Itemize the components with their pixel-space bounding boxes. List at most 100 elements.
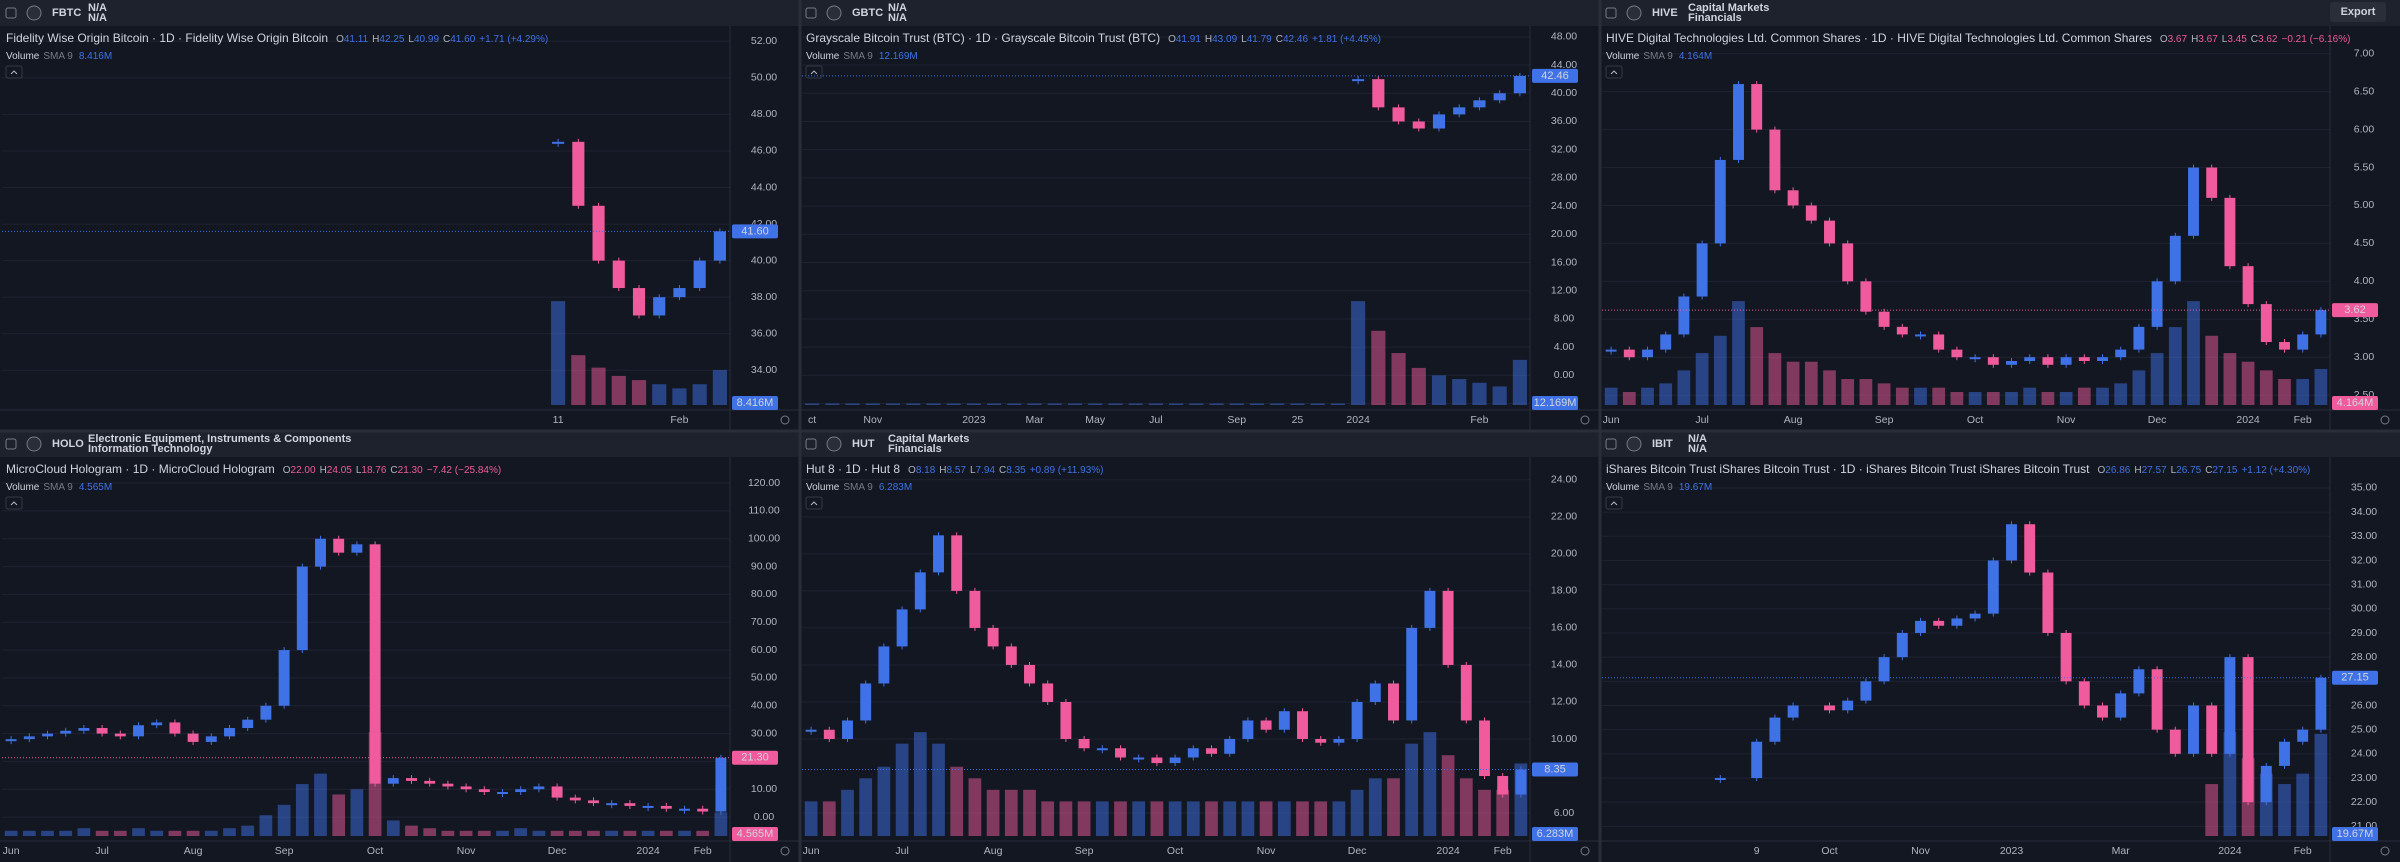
x-tick-label: ct [808, 414, 816, 426]
panel: GBTC N/AN/A 48.00 44.00 40.00 36.00 32.00 28.00… [800, 0, 1600, 431]
y-tick-label: 6.00 [1554, 807, 1575, 819]
candle [860, 683, 872, 721]
volume-bar [1387, 778, 1400, 836]
symbol[interactable]: HIVE [1652, 7, 1678, 19]
ohlc-value: 43.09 [1212, 34, 1237, 45]
candle [1024, 664, 1035, 684]
y-tick-label: 10.00 [751, 783, 777, 795]
volume-bar [712, 370, 727, 405]
volume-bar [2096, 387, 2109, 405]
x-tick-label: Feb [1494, 845, 1512, 857]
candle [1824, 220, 1835, 244]
x-tick-label: Jul [895, 845, 908, 857]
symbol[interactable]: FBTC [52, 7, 81, 19]
y-tick-label: 48.00 [751, 108, 777, 120]
volume-bar [2296, 379, 2310, 405]
candle [1473, 100, 1486, 108]
y-tick-label: 34.00 [751, 364, 777, 376]
candle [133, 725, 144, 737]
collapse-button[interactable] [1605, 65, 1623, 79]
export-button[interactable] [2330, 2, 2386, 22]
candle [1842, 700, 1854, 711]
symbol[interactable]: IBIT [1652, 438, 1673, 450]
volume-value: 6.283M [879, 482, 912, 493]
candle [1660, 334, 1672, 350]
y-tick-label: 110.00 [748, 505, 779, 517]
checkbox[interactable] [5, 438, 17, 450]
collapse-button[interactable] [5, 496, 23, 510]
y-tick-label: 30.00 [2351, 603, 2377, 615]
symbol[interactable]: HOLO [52, 438, 84, 450]
symbol[interactable]: GBTC [852, 7, 883, 19]
checkbox[interactable] [805, 438, 817, 450]
x-tick-label: 2024 [1346, 414, 1370, 426]
volume-bar [113, 830, 127, 836]
volume-bar [405, 825, 418, 836]
volume-bar [1148, 403, 1163, 405]
volume-bar [1768, 353, 1782, 405]
settings-icon[interactable] [2380, 846, 2390, 856]
checkbox[interactable] [805, 7, 817, 19]
volume-bar [2314, 733, 2328, 836]
checkbox[interactable] [1605, 438, 1617, 450]
settings-icon[interactable] [1580, 846, 1590, 856]
candle [406, 778, 417, 781]
volume-bar [1041, 801, 1055, 836]
collapse-button[interactable] [805, 496, 823, 510]
volume-bar [841, 789, 854, 836]
ohlc-key: C [2205, 465, 2212, 476]
candle [1169, 757, 1181, 764]
volume-bar [1441, 755, 1455, 836]
volume-bar [950, 766, 964, 836]
volume-bar [550, 830, 564, 836]
legend-volume-row: Volume SMA 9 4.565M [6, 482, 112, 493]
volume-bar [168, 830, 182, 836]
volume-bar [1223, 801, 1237, 836]
settings-icon[interactable] [780, 846, 790, 856]
x-tick-label: Dec [548, 845, 567, 857]
x-tick-label: Oct [1167, 845, 1183, 857]
settings-icon[interactable] [1580, 415, 1590, 425]
volume-bar [1067, 403, 1083, 405]
candle [933, 535, 944, 573]
last-price-label: 3.62 [2344, 304, 2365, 316]
candle [2224, 197, 2236, 267]
settings-icon[interactable] [2380, 415, 2390, 425]
legend-title-row: Grayscale Bitcoin Trust (BTC) · 1D · Gra… [806, 31, 1381, 45]
y-tick-label: 28.00 [2351, 651, 2377, 663]
collapse-button[interactable] [1605, 496, 1623, 510]
volume-bar [2077, 387, 2091, 405]
volume-bar [295, 784, 309, 836]
x-tick-label: Sep [1875, 414, 1894, 426]
candle [2060, 357, 2072, 365]
legend-title-row: Fidelity Wise Origin Bitcoin · 1D · Fide… [6, 31, 548, 45]
candle [2078, 357, 2090, 361]
candle [60, 730, 72, 734]
collapse-chevron [1610, 501, 1618, 506]
candle [424, 780, 436, 784]
volume-bar [223, 828, 236, 836]
candle [1351, 701, 1363, 739]
ohlc-key: O [336, 34, 344, 45]
collapse-button[interactable] [5, 65, 23, 79]
volume-bar [514, 828, 528, 836]
candle [1878, 311, 1890, 327]
candle [497, 792, 508, 795]
candle [1969, 357, 1981, 360]
candle [878, 646, 890, 684]
checkbox[interactable] [5, 7, 17, 19]
candle [569, 797, 581, 801]
volume-bar [2241, 361, 2255, 405]
volume-bar [1496, 789, 1510, 836]
checkbox[interactable] [1605, 7, 1617, 19]
collapse-button[interactable] [805, 65, 823, 79]
volume-bar [1423, 732, 1437, 836]
symbol[interactable]: HUT [852, 438, 875, 450]
volume-bar [1004, 789, 1018, 836]
volume-bar [2259, 370, 2273, 405]
candle [2169, 729, 2181, 754]
ohlc-value: 3.45 [2227, 34, 2247, 45]
settings-icon[interactable] [780, 415, 790, 425]
export-label[interactable]: Export [2341, 6, 2376, 18]
volume-label: Volume [806, 51, 840, 62]
